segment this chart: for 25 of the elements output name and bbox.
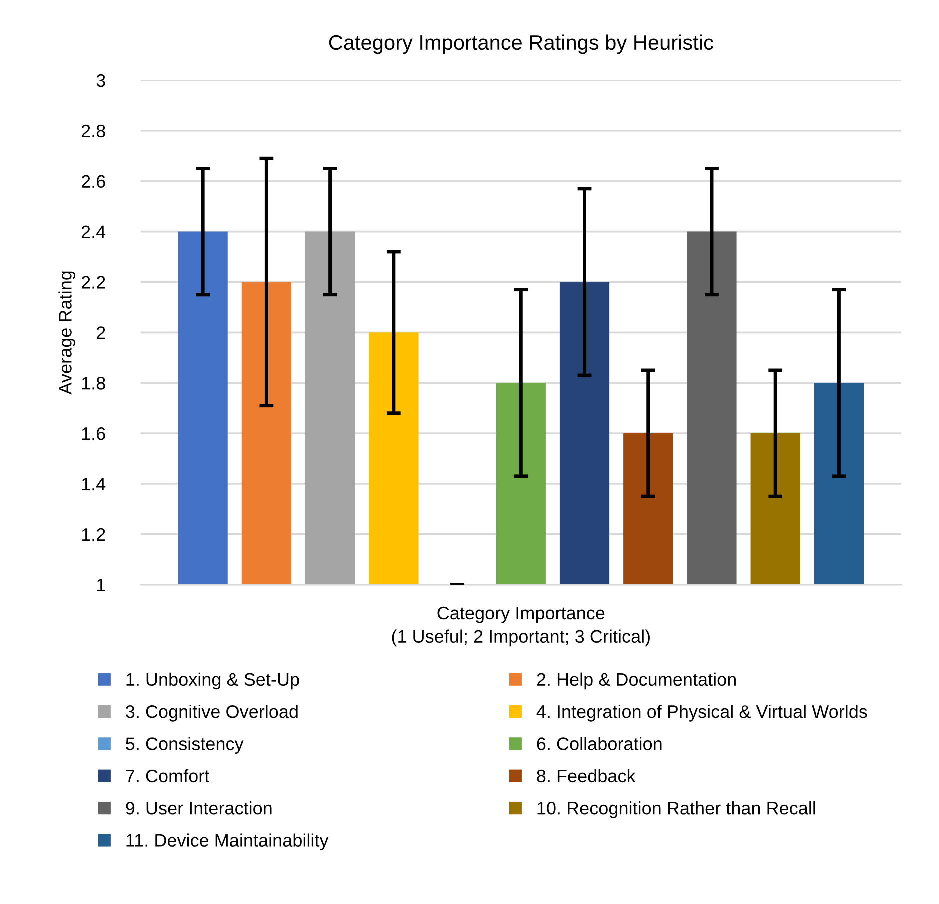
legend-label: 11. Device Maintainability — [126, 834, 329, 851]
y-tick-label: 2.2 — [82, 276, 106, 289]
legend-label: 6. Collaboration — [537, 737, 662, 750]
y-tick-label: 1.2 — [82, 528, 106, 541]
chart-title: Category Importance Ratings by Heuristic — [329, 34, 714, 54]
y-tick-label: 2 — [96, 326, 106, 340]
y-tick-label: 2.4 — [82, 226, 106, 238]
y-tick-label: 2.8 — [82, 124, 106, 138]
y-tick-label: 1.6 — [82, 427, 106, 440]
legend-label: 7. Comfort — [126, 769, 210, 783]
legend-label: 10. Recognition Rather than Recall — [538, 802, 816, 818]
legend-label: 2. Help & Documentation — [537, 672, 736, 690]
legend-label: 5. Consistency — [126, 737, 244, 754]
legend-label: 3. Cognitive Overload — [126, 705, 298, 722]
x-axis-title: Category Importance (1 Useful; 2 Important; 3 Critical) — [392, 606, 650, 647]
legend-label: 9. User Interaction — [126, 802, 272, 815]
legend-label: 1. Unboxing & Set-Up — [126, 672, 300, 690]
y-tick-label: 1.4 — [82, 478, 106, 491]
y-tick-label: 2.6 — [82, 175, 106, 188]
y-tick-label: 3 — [96, 74, 106, 88]
y-tick-label: 1 — [97, 579, 106, 592]
y-axis-title: Average Rating — [58, 272, 76, 395]
legend-label: 4. Integration of Physical & Virtual Worlds — [536, 705, 868, 722]
legend-label: 8. Feedback — [537, 769, 636, 783]
y-tick-label: 1.8 — [82, 377, 106, 390]
